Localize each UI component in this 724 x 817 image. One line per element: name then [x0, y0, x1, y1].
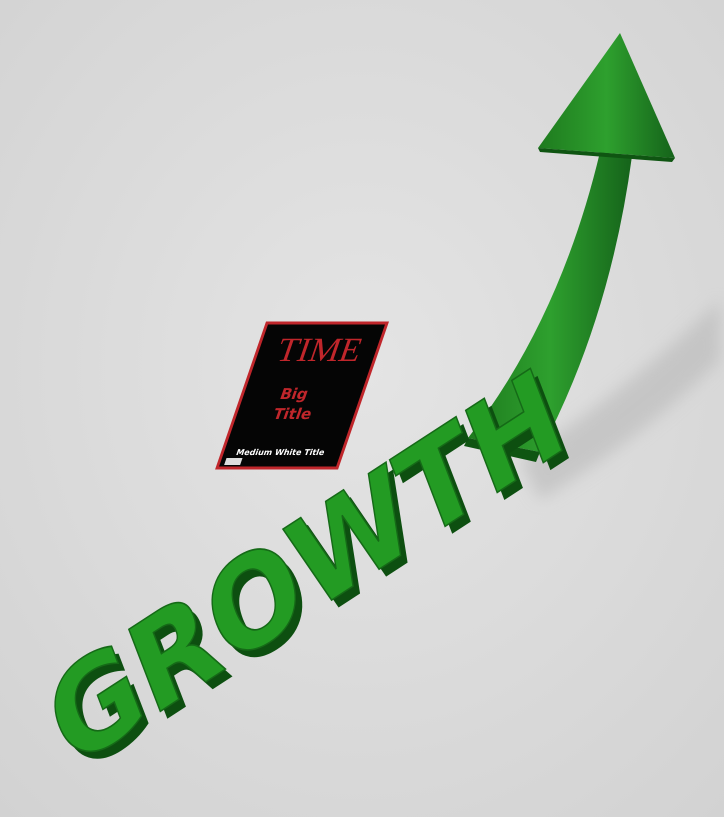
arrow-shaft [468, 152, 632, 452]
arrow-base [464, 438, 540, 462]
masthead: TIME [272, 331, 368, 369]
arrow-head [538, 33, 675, 158]
magazine-cover: TIME Big Title Medium White Title [215, 321, 390, 470]
big-title-line: Title [271, 405, 315, 422]
big-title-line: Big [277, 385, 310, 402]
arrow-shadow [520, 300, 720, 500]
cover-frame [215, 321, 390, 470]
barcode [224, 458, 243, 465]
arrow-head-edge [538, 148, 675, 162]
subtitle: Medium White Title [235, 447, 327, 457]
